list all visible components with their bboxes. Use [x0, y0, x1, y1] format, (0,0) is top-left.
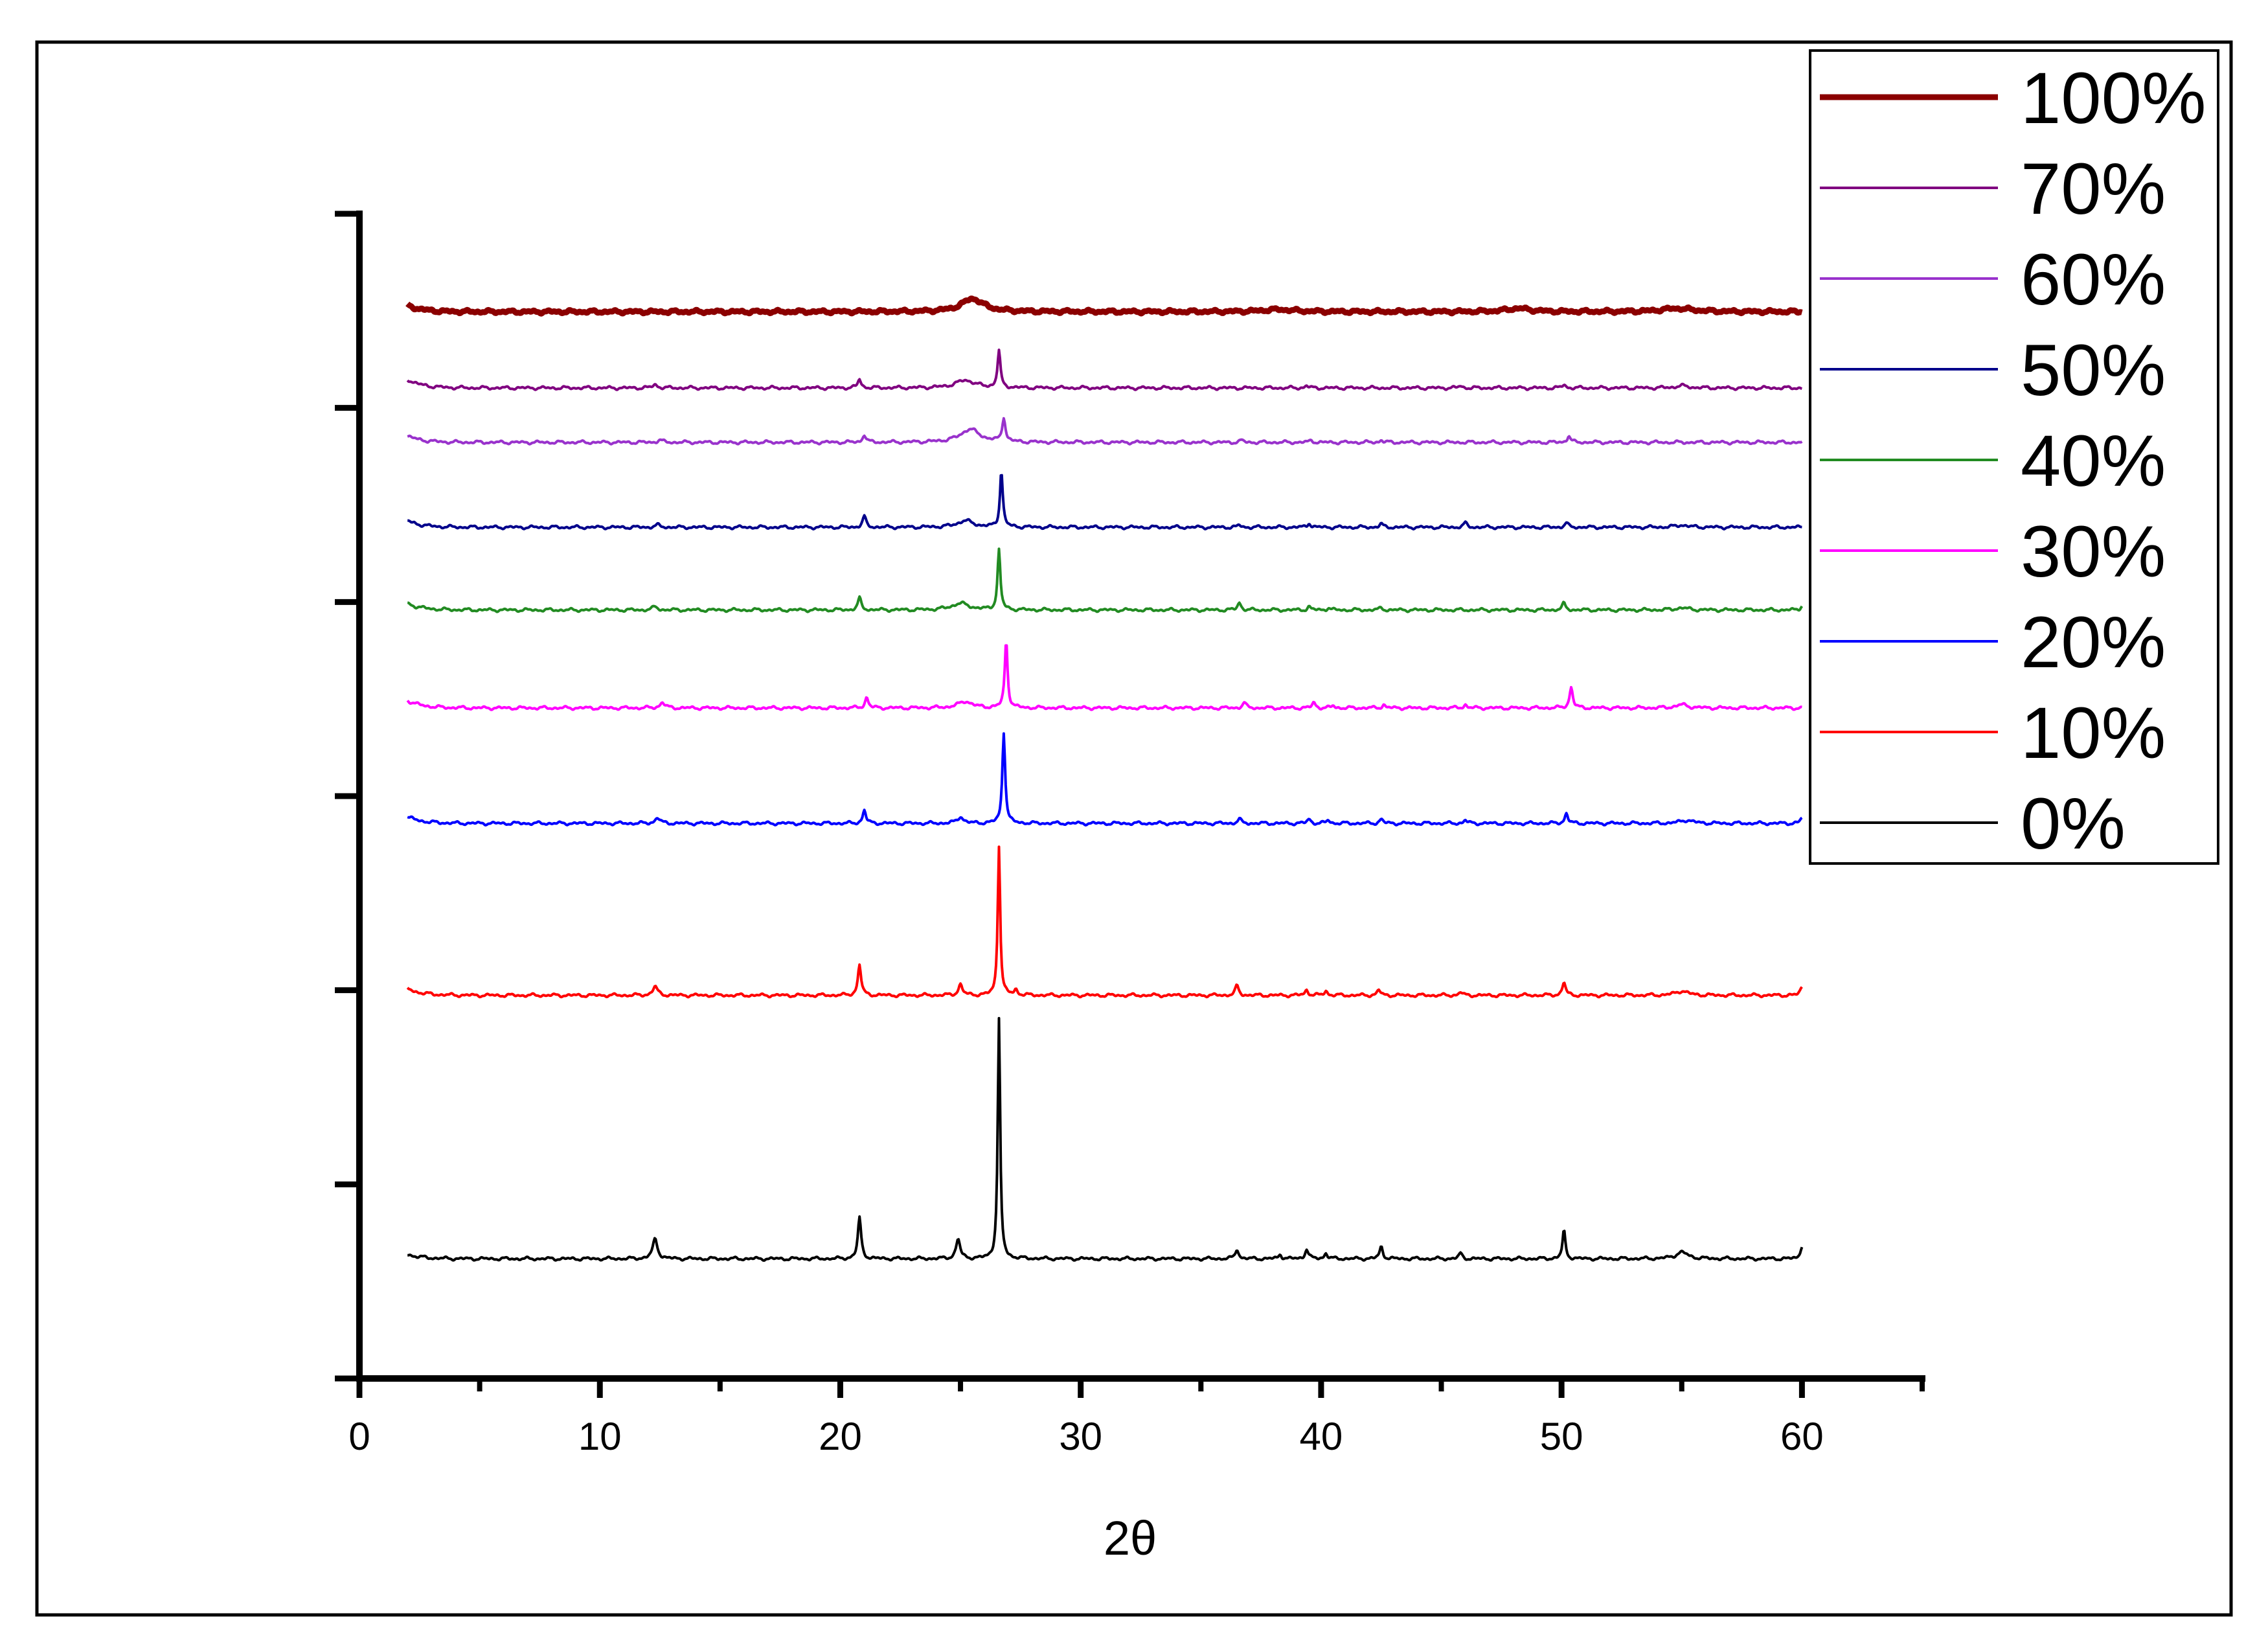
legend-label: 40% — [2021, 420, 2166, 501]
series-line-70pct — [406, 349, 1802, 391]
series-line-10pct — [406, 845, 1803, 999]
series-line-100pct — [405, 295, 1804, 317]
legend-label: 60% — [2021, 239, 2166, 320]
x-axis-title: 2θ — [1104, 1511, 1157, 1565]
legend-label: 0% — [2021, 783, 2126, 864]
series-line-20pct — [407, 732, 1803, 827]
x-tick-label: 20 — [819, 1415, 862, 1458]
series-line-60pct — [407, 417, 1803, 446]
legend-box — [1809, 49, 2219, 865]
x-tick-label: 50 — [1540, 1415, 1583, 1458]
x-tick-label: 10 — [578, 1415, 622, 1458]
x-tick-label: 30 — [1059, 1415, 1102, 1458]
axes-layer: 0 10 20 30 40 50 60 — [335, 211, 1925, 1458]
legend-label: 100% — [2021, 58, 2206, 139]
series-line-30pct — [406, 644, 1802, 711]
legend-label: 50% — [2021, 330, 2166, 411]
x-tick-label: 0 — [348, 1415, 370, 1458]
series-layer — [405, 295, 1804, 1262]
legend-label: 30% — [2021, 511, 2166, 592]
series-line-0pct — [407, 1016, 1804, 1262]
x-tick-label: 40 — [1300, 1415, 1343, 1458]
series-line-40pct — [407, 547, 1804, 613]
legend-label: 20% — [2021, 602, 2166, 683]
x-tick-label: 60 — [1780, 1415, 1824, 1458]
legend: 100% 70% 60% 50% 40% 30% 20% 10% 0% — [1809, 49, 2219, 865]
legend-label: 70% — [2021, 148, 2166, 229]
series-line-50pct — [407, 474, 1802, 531]
legend-label: 10% — [2021, 692, 2166, 773]
outer-frame — [35, 40, 2233, 1617]
